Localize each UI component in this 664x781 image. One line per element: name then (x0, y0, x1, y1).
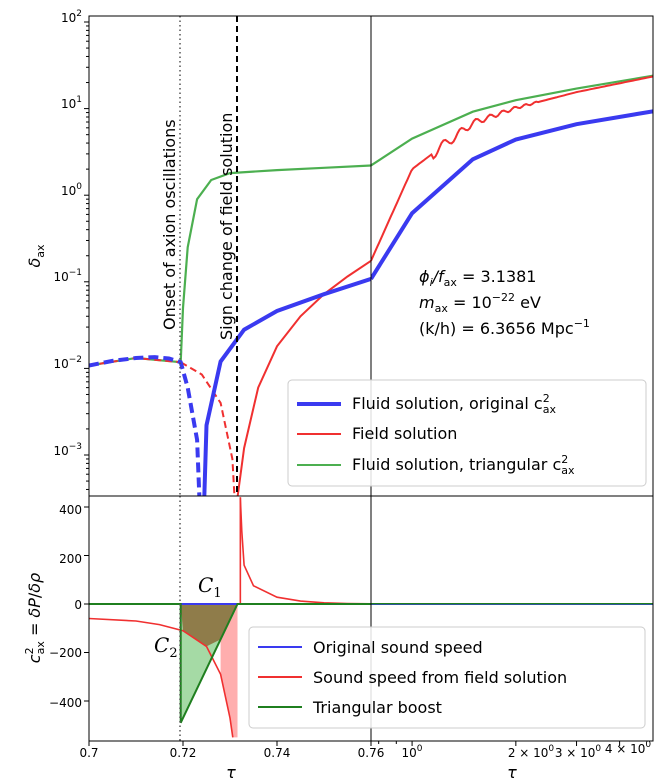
c2-label: C2 (154, 633, 178, 661)
x-axis-label-right: τ (507, 763, 517, 781)
bottom-right-frame (370, 495, 654, 742)
x-tick-label: 3 × 100 (555, 744, 602, 760)
y-tick-label: 10−1 (53, 268, 82, 284)
y-axis-label-top: δax (25, 244, 47, 268)
legend-bottom: Original sound speed Sound speed from fi… (248, 626, 646, 729)
c1-label: C1 (198, 573, 222, 601)
series-line-original-fluid-dashed (89, 355, 202, 496)
series-line-field-sound-speed-positive (239, 497, 371, 605)
x-tick-labels: 0.7 0.72 0.74 0.76 100 2 × 100 3 × 100 4… (79, 740, 651, 760)
x-tick-label: 4 × 100 (605, 740, 652, 756)
top-left-series (89, 164, 371, 496)
y-tick-label: 0 (74, 598, 82, 612)
series-line-triangular-boost (89, 603, 371, 724)
legend-label: Fluid solution, triangular c2 ax (352, 453, 575, 477)
legend-label: Field solution (352, 424, 457, 443)
series-line-field (236, 259, 371, 496)
y-tick-label: 101 (61, 95, 82, 111)
legend-label: Fluid solution, original c2 ax (352, 392, 556, 416)
bottom-y-tick-labels: 400 200 0 −200 −400 (49, 503, 82, 710)
x-tick-label: 2 × 100 (508, 744, 555, 760)
y-tick-label: 400 (59, 503, 82, 517)
series-line-original-fluid-late (371, 109, 653, 280)
series-line-field-dashed-decay (180, 361, 236, 496)
y-tick-label: −400 (49, 696, 82, 710)
onset-caption: Onset of axion oscillations (160, 119, 179, 330)
x-tick-label: 100 (401, 744, 422, 760)
y-tick-label: 102 (61, 9, 82, 25)
legend-label: Original sound speed (313, 638, 483, 657)
y-tick-label: 200 (59, 552, 82, 566)
series-line-field-sound-speed-negative (89, 617, 234, 738)
bottom-right-series (371, 603, 653, 605)
region-c1-fill (180, 604, 238, 647)
legend-label: Sound speed from field solution (313, 668, 567, 687)
svg-text:ϕi/fax = 3.1381: ϕi/fax = 3.1381 (419, 267, 536, 289)
top-y-tick-labels: 10−3 10−2 10−1 100 101 102 (53, 9, 82, 458)
bottom-left-series (89, 497, 371, 738)
legend-label: Triangular boost (312, 698, 442, 717)
region-pink-fill (220, 604, 238, 738)
series-line-field-late (371, 75, 653, 262)
svg-text:max = 10−22 eV: max = 10−22 eV (419, 291, 541, 315)
top-right-series (371, 74, 653, 280)
y-axis-label-bottom: c2ax = δP/δρ (23, 573, 47, 663)
series-line-triangular-fluid-late (371, 74, 653, 167)
y-tick-label: 10−3 (53, 442, 82, 458)
x-tick-label: 0.74 (264, 746, 291, 760)
sign-change-caption: Sign change of field solution (217, 113, 236, 340)
svg-text:(k/h) = 6.3656 Mpc−1: (k/h) = 6.3656 Mpc−1 (419, 317, 590, 338)
y-tick-label: 10−2 (53, 355, 82, 371)
parameter-annotation: ϕi/fax = 3.1381 max = 10−22 eV (k/h) = 6… (419, 267, 590, 338)
tick-marks (84, 21, 621, 746)
series-line-original-fluid (202, 276, 371, 496)
x-axis-label-left: τ (226, 763, 236, 781)
x-tick-label: 0.76 (358, 746, 385, 760)
legend-top: Fluid solution, original c2 ax Field solu… (287, 379, 647, 487)
x-tick-label: 0.7 (79, 746, 98, 760)
x-tick-label: 0.72 (170, 746, 197, 760)
y-tick-label: −200 (49, 646, 82, 660)
y-tick-label: 100 (61, 182, 82, 198)
